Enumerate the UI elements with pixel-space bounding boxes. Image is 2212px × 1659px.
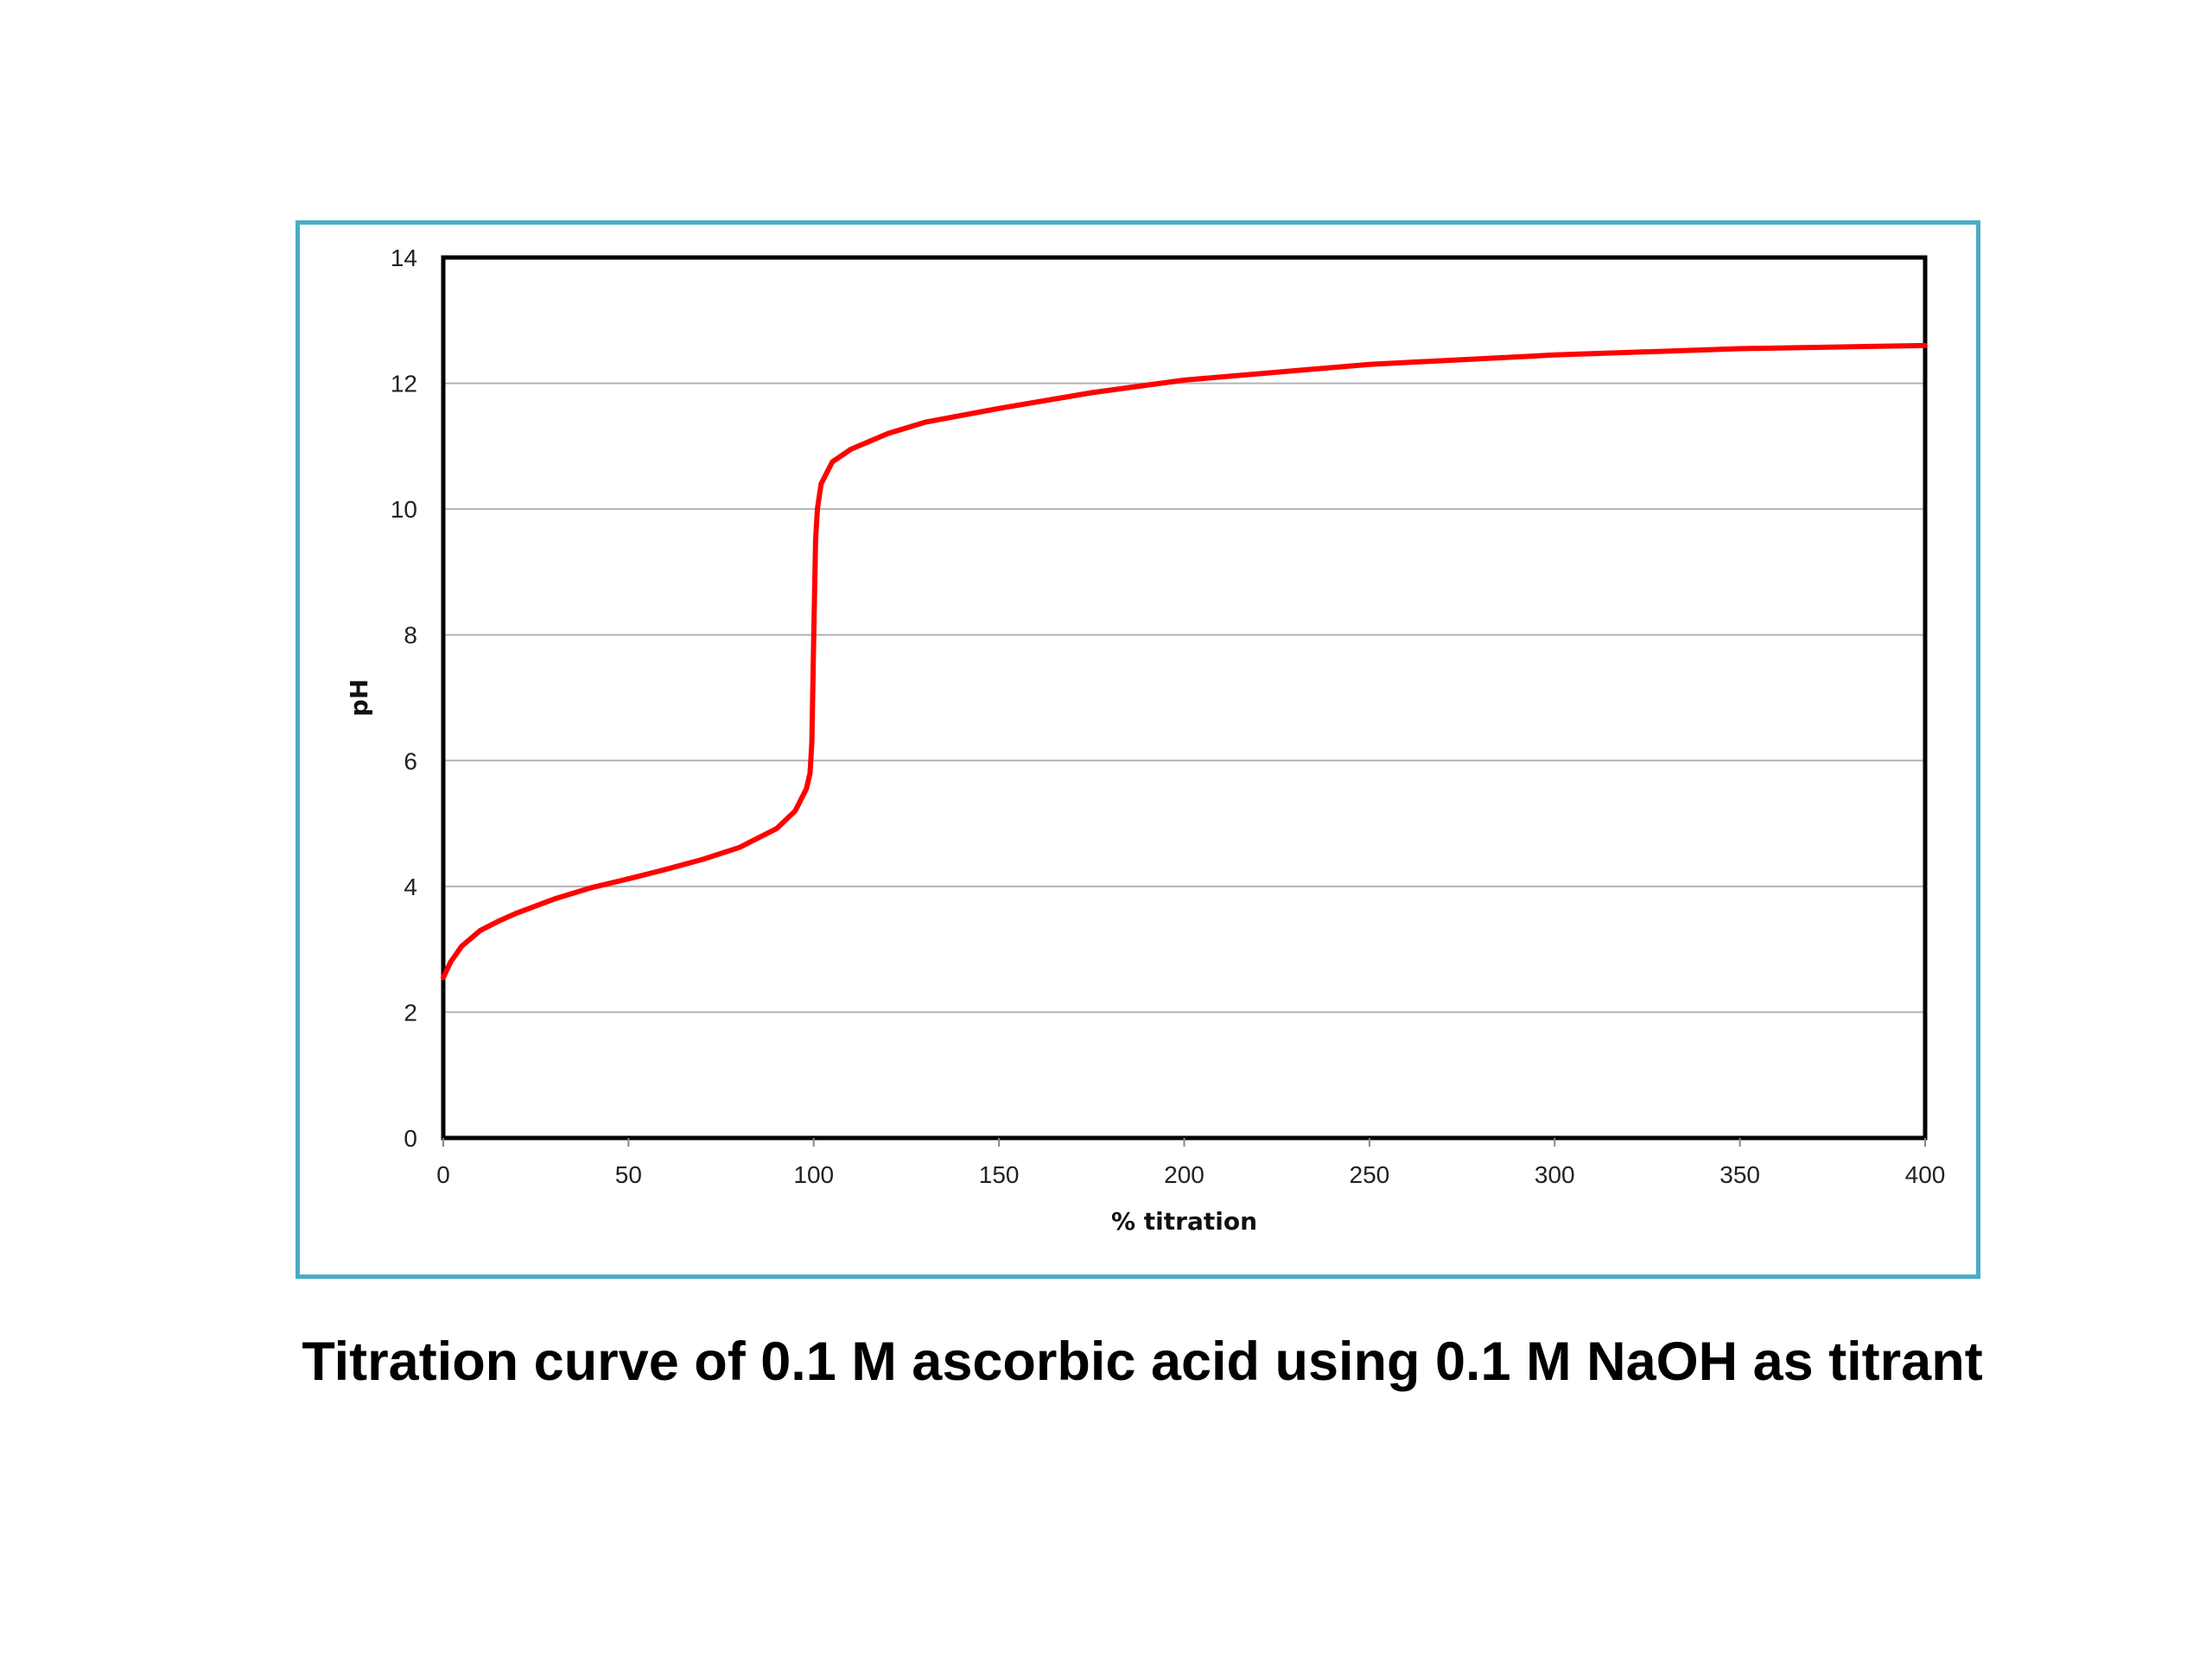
x-axis-title: % titration xyxy=(1111,1207,1257,1236)
x-tick-labels: 0 50 100 150 200 250 300 350 400 xyxy=(436,1138,1945,1188)
y-axis-title: pH xyxy=(345,679,373,716)
y-tick-label: 6 xyxy=(404,747,417,774)
y-tick-label: 14 xyxy=(391,245,417,271)
figure-frame xyxy=(296,220,1980,1279)
y-tick-label: 4 xyxy=(404,874,417,900)
y-tick-labels: 0 2 4 6 8 10 12 14 xyxy=(391,245,417,1152)
x-tick-label: 0 xyxy=(436,1161,450,1188)
x-tick-label: 50 xyxy=(615,1161,642,1188)
plot-area-border xyxy=(441,255,1928,1141)
grid-lines xyxy=(443,382,1925,1014)
y-tick-label: 12 xyxy=(391,371,417,397)
x-tick-label: 400 xyxy=(1905,1161,1946,1188)
figure-caption: Titration curve of 0.1 M ascorbic acid u… xyxy=(302,1332,1983,1392)
x-tick-label: 150 xyxy=(979,1161,1020,1188)
y-tick-label: 2 xyxy=(404,999,417,1026)
x-tick-label: 200 xyxy=(1164,1161,1205,1188)
y-tick-label: 8 xyxy=(404,622,417,649)
x-tick-label: 300 xyxy=(1535,1161,1575,1188)
y-tick-label: 10 xyxy=(391,496,417,523)
x-tick-label: 350 xyxy=(1719,1161,1760,1188)
x-tick-label: 100 xyxy=(793,1161,834,1188)
titration-curve-line xyxy=(441,342,1928,981)
y-tick-label: 0 xyxy=(404,1125,417,1152)
x-tick-label: 250 xyxy=(1350,1161,1390,1188)
